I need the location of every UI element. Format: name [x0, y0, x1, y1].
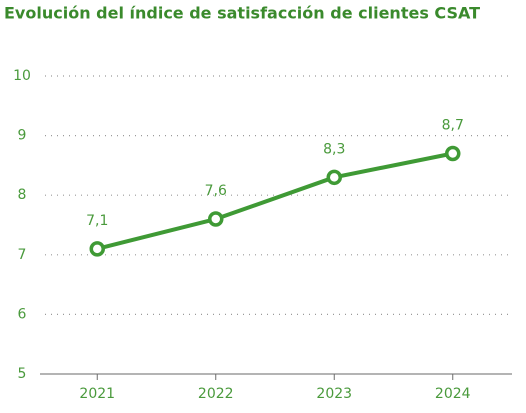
- line: [96, 151, 454, 251]
- y-tick-label: 6: [18, 306, 27, 322]
- data-label: 7,6: [205, 183, 227, 199]
- x-tick-label: 2024: [435, 386, 471, 402]
- y-tick-label: 7: [18, 247, 27, 263]
- x-tick-label: 2022: [198, 386, 234, 402]
- data-label: 8,3: [323, 141, 345, 157]
- point: [445, 145, 461, 162]
- point: [208, 211, 224, 227]
- chart-title: Evolución del índice de satisfacción de …: [4, 4, 480, 23]
- point: [326, 169, 342, 186]
- y-tick-label: 10: [13, 68, 31, 84]
- y-tick-label: 8: [18, 187, 27, 203]
- data-label: 7,1: [86, 213, 108, 229]
- y-tick-label: 9: [18, 128, 27, 144]
- data-label: 8,7: [442, 117, 464, 133]
- point: [89, 241, 105, 257]
- x-tick-label: 2023: [316, 386, 352, 402]
- y-tick-label: 5: [18, 366, 27, 382]
- x-tick-label: 2021: [79, 386, 115, 402]
